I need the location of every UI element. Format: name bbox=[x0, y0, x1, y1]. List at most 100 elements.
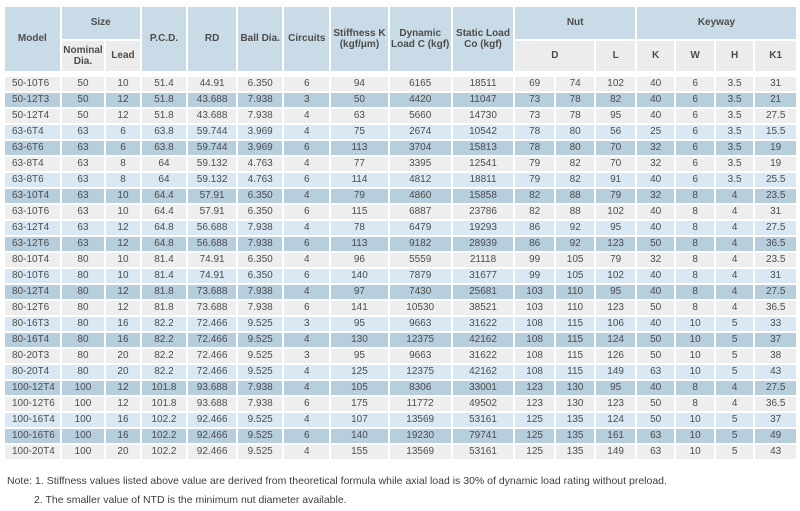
cell-lead: 12 bbox=[106, 381, 140, 395]
note-line-2: 2. The smaller value of NTD is the minim… bbox=[7, 491, 798, 510]
cell-keyway-k: 50 bbox=[636, 397, 675, 411]
cell-keyway-k1: 21 bbox=[755, 93, 796, 107]
cell-model: 63-12T6 bbox=[5, 237, 60, 251]
cell-keyway-k1: 43 bbox=[755, 445, 796, 459]
cell-nut-d-max: 105 bbox=[555, 269, 595, 283]
cell-pcd: 82.2 bbox=[141, 365, 187, 379]
cell-nominal-dia: 80 bbox=[61, 333, 105, 347]
cell-stiffness: 175 bbox=[331, 397, 388, 411]
cell-rd: 72.466 bbox=[188, 365, 236, 379]
cell-keyway-w: 8 bbox=[676, 397, 714, 411]
cell-nominal-dia: 50 bbox=[61, 93, 105, 107]
cell-dynamic-load: 6887 bbox=[389, 205, 451, 219]
cell-nut-l: 95 bbox=[596, 381, 635, 395]
table-row: 63-10T6 63 10 64.4 57.91 6.350 6 115 6887 23786 82… bbox=[5, 205, 796, 219]
cell-keyway-k: 40 bbox=[636, 317, 675, 331]
cell-ball-dia: 7.938 bbox=[237, 93, 283, 107]
cell-keyway-w: 10 bbox=[676, 445, 714, 459]
cell-ball-dia: 6.350 bbox=[237, 253, 283, 267]
cell-keyway-h: 5 bbox=[715, 413, 754, 427]
cell-nominal-dia: 80 bbox=[61, 365, 105, 379]
cell-keyway-w: 6 bbox=[676, 141, 714, 155]
cell-keyway-w: 8 bbox=[676, 253, 714, 267]
cell-static-load: 19293 bbox=[452, 221, 514, 235]
cell-keyway-k1: 27.5 bbox=[755, 109, 796, 123]
ball-screw-spec-table: Model Size P.C.D. RD Ball Dia. Circuits … bbox=[3, 5, 798, 461]
table-row: 100-16T4 100 16 102.2 92.466 9.525 4 107 13569 53… bbox=[5, 413, 796, 427]
cell-dynamic-load: 3395 bbox=[389, 157, 451, 171]
cell-lead: 10 bbox=[106, 77, 140, 91]
cell-dynamic-load: 2674 bbox=[389, 125, 451, 139]
cell-keyway-k1: 19 bbox=[755, 141, 796, 155]
cell-model: 80-20T4 bbox=[5, 365, 60, 379]
cell-lead: 12 bbox=[106, 397, 140, 411]
cell-circuits: 6 bbox=[284, 301, 330, 315]
cell-model: 63-6T6 bbox=[5, 141, 60, 155]
cell-lead: 10 bbox=[106, 269, 140, 283]
cell-lead: 12 bbox=[106, 109, 140, 123]
cell-nominal-dia: 80 bbox=[61, 317, 105, 331]
cell-circuits: 4 bbox=[284, 253, 330, 267]
cell-static-load: 10542 bbox=[452, 125, 514, 139]
cell-keyway-w: 10 bbox=[676, 349, 714, 363]
cell-keyway-w: 6 bbox=[676, 173, 714, 187]
cell-stiffness: 96 bbox=[331, 253, 388, 267]
cell-ball-dia: 4.763 bbox=[237, 157, 283, 171]
cell-nominal-dia: 63 bbox=[61, 157, 105, 171]
cell-circuits: 3 bbox=[284, 349, 330, 363]
cell-ball-dia: 9.525 bbox=[237, 445, 283, 459]
cell-model: 63-8T6 bbox=[5, 173, 60, 187]
cell-model: 50-10T6 bbox=[5, 77, 60, 91]
cell-pcd: 81.8 bbox=[141, 301, 187, 315]
col-header-size: Size bbox=[61, 7, 140, 39]
cell-keyway-k: 32 bbox=[636, 253, 675, 267]
col-header-rd: RD bbox=[188, 7, 236, 71]
cell-stiffness: 95 bbox=[331, 317, 388, 331]
col-header-static-load: Static Load Co (kgf) bbox=[452, 7, 514, 71]
table-row: 63-12T6 63 12 64.8 56.688 7.938 6 113 9182 28939 8… bbox=[5, 237, 796, 251]
cell-static-load: 33001 bbox=[452, 381, 514, 395]
cell-static-load: 79741 bbox=[452, 429, 514, 443]
col-header-nominal-dia: Nominal Dia. bbox=[61, 41, 105, 71]
cell-circuits: 4 bbox=[284, 221, 330, 235]
cell-keyway-w: 10 bbox=[676, 317, 714, 331]
cell-keyway-h: 4 bbox=[715, 381, 754, 395]
cell-nut-d-min: 103 bbox=[515, 301, 554, 315]
col-header-nut-d: D bbox=[515, 41, 595, 71]
table-row: 80-10T6 80 10 81.4 74.91 6.350 6 140 7879 31677 99… bbox=[5, 269, 796, 283]
cell-ball-dia: 9.525 bbox=[237, 333, 283, 347]
cell-keyway-k1: 15.5 bbox=[755, 125, 796, 139]
cell-rd: 72.466 bbox=[188, 333, 236, 347]
cell-nut-l: 102 bbox=[596, 269, 635, 283]
cell-rd: 43.688 bbox=[188, 109, 236, 123]
cell-nut-d-min: 99 bbox=[515, 253, 554, 267]
table-row: 100-12T6 100 12 101.8 93.688 7.938 6 175 11772 49… bbox=[5, 397, 796, 411]
cell-nut-d-max: 88 bbox=[555, 205, 595, 219]
cell-keyway-k: 40 bbox=[636, 221, 675, 235]
cell-dynamic-load: 4420 bbox=[389, 93, 451, 107]
cell-static-load: 23786 bbox=[452, 205, 514, 219]
cell-rd: 72.466 bbox=[188, 317, 236, 331]
cell-dynamic-load: 11772 bbox=[389, 397, 451, 411]
cell-pcd: 63.8 bbox=[141, 141, 187, 155]
cell-keyway-k: 32 bbox=[636, 157, 675, 171]
cell-pcd: 102.2 bbox=[141, 429, 187, 443]
cell-keyway-w: 6 bbox=[676, 157, 714, 171]
cell-lead: 6 bbox=[106, 125, 140, 139]
cell-keyway-k1: 19 bbox=[755, 157, 796, 171]
cell-keyway-k1: 49 bbox=[755, 429, 796, 443]
cell-rd: 92.466 bbox=[188, 413, 236, 427]
cell-pcd: 64.4 bbox=[141, 189, 187, 203]
cell-model: 80-10T4 bbox=[5, 253, 60, 267]
cell-stiffness: 113 bbox=[331, 237, 388, 251]
cell-keyway-w: 8 bbox=[676, 189, 714, 203]
cell-nut-d-max: 82 bbox=[555, 157, 595, 171]
cell-ball-dia: 4.763 bbox=[237, 173, 283, 187]
cell-nut-d-min: 79 bbox=[515, 157, 554, 171]
cell-nut-l: 79 bbox=[596, 189, 635, 203]
table-row: 80-12T6 80 12 81.8 73.688 7.938 6 141 10530 38521… bbox=[5, 301, 796, 315]
cell-keyway-k1: 33 bbox=[755, 317, 796, 331]
cell-keyway-k1: 27.5 bbox=[755, 221, 796, 235]
cell-keyway-k: 32 bbox=[636, 141, 675, 155]
cell-static-load: 28939 bbox=[452, 237, 514, 251]
